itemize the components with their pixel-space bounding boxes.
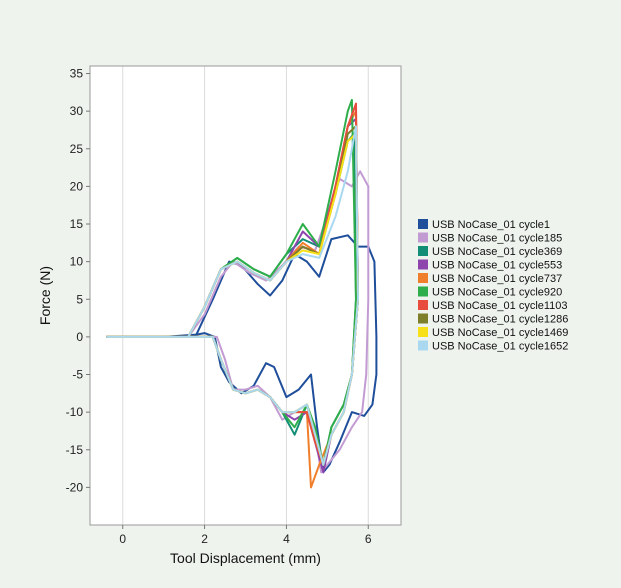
x-tick-label: 6 bbox=[365, 532, 372, 546]
legend-label: USB NoCase_01 cycle185 bbox=[432, 233, 562, 245]
chart-panel: 35 30 25 20 15 10 5 0 -5 -10 -15 -20 0 2 4 6 USB NoCas… bbox=[20, 8, 608, 580]
legend-swatch bbox=[418, 286, 428, 297]
legend-swatch bbox=[418, 300, 428, 310]
legend-swatch bbox=[418, 313, 428, 324]
series-line-10 bbox=[106, 125, 359, 466]
x-tick-label: 4 bbox=[283, 532, 290, 546]
x-tick-label: 2 bbox=[201, 532, 208, 546]
legend: USB NoCase_01 cycle1 USB NoCase_01 cycle1… bbox=[418, 219, 568, 353]
series-group bbox=[106, 98, 378, 489]
x-axis-label: Tool Displacement (mm) bbox=[170, 550, 321, 566]
legend-label: USB NoCase_01 cycle1103 bbox=[432, 300, 568, 312]
x-axis-ticks: 0 2 4 6 bbox=[119, 525, 372, 546]
y-tick-label: -5 bbox=[72, 368, 83, 382]
y-tick-label: 25 bbox=[70, 142, 84, 156]
plot-area bbox=[89, 65, 402, 526]
legend-swatch bbox=[418, 273, 428, 283]
legend-swatch bbox=[418, 327, 428, 337]
y-tick-label: 5 bbox=[76, 292, 83, 306]
legend-swatch bbox=[418, 340, 428, 351]
legend-swatch bbox=[418, 232, 428, 243]
legend-swatch bbox=[418, 246, 428, 256]
legend-label: USB NoCase_01 cycle737 bbox=[432, 273, 562, 285]
y-tick-label: 15 bbox=[70, 217, 84, 231]
y-tick-label: 10 bbox=[70, 255, 84, 269]
y-tick-label: 35 bbox=[70, 67, 84, 81]
y-tick-label: 20 bbox=[70, 179, 84, 193]
legend-swatch bbox=[418, 259, 428, 270]
legend-label: USB NoCase_01 cycle1652 bbox=[432, 341, 568, 353]
y-tick-label: -10 bbox=[66, 405, 84, 419]
force-displacement-chart: 35 30 25 20 15 10 5 0 -5 -10 -15 -20 0 2 4 6 USB NoCas… bbox=[37, 65, 568, 566]
y-axis-label: Force (N) bbox=[37, 266, 53, 325]
y-tick-label: -15 bbox=[66, 443, 84, 457]
y-tick-label: 0 bbox=[76, 330, 83, 344]
legend-label: USB NoCase_01 cycle1469 bbox=[432, 327, 568, 339]
y-axis-ticks: 35 30 25 20 15 10 5 0 -5 -10 -15 -20 bbox=[66, 67, 90, 494]
legend-label: USB NoCase_01 cycle920 bbox=[432, 287, 562, 299]
legend-swatch bbox=[418, 219, 428, 229]
legend-label: USB NoCase_01 cycle1286 bbox=[432, 314, 568, 326]
x-tick-label: 0 bbox=[119, 532, 126, 546]
legend-label: USB NoCase_01 cycle553 bbox=[432, 260, 562, 272]
legend-label: USB NoCase_01 cycle1 bbox=[432, 219, 550, 231]
y-tick-label: -20 bbox=[66, 480, 84, 494]
y-tick-label: 30 bbox=[70, 104, 84, 118]
plot-background bbox=[90, 66, 401, 525]
legend-label: USB NoCase_01 cycle369 bbox=[432, 246, 562, 258]
